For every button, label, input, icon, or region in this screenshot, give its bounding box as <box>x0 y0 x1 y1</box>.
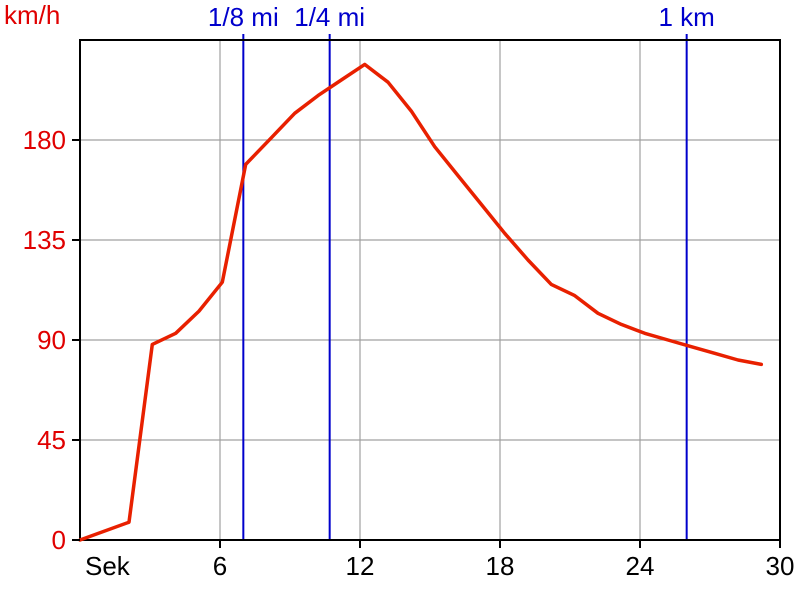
plot-frame <box>79 39 781 541</box>
marker-label: 1/8 mi <box>208 2 279 32</box>
grid-lines <box>80 40 781 541</box>
x-tick-label: 6 <box>213 551 227 581</box>
y-tick-label: 90 <box>37 325 66 355</box>
distance-markers: 1/8 mi 1/4 mi 1 km <box>208 2 715 540</box>
y-unit-label: km/h <box>4 0 60 30</box>
y-tick-label: 45 <box>37 425 66 455</box>
x-unit-label: Sek <box>85 551 131 581</box>
x-tick-labels: 6 12 18 24 30 <box>213 540 795 581</box>
y-tick-label: 180 <box>23 125 66 155</box>
y-tick-label: 0 <box>52 525 66 555</box>
x-tick-label: 30 <box>766 551 795 581</box>
y-tick-labels: 0 45 90 135 180 <box>23 125 80 555</box>
x-tick-label: 12 <box>346 551 375 581</box>
marker-label: 1/4 mi <box>294 2 365 32</box>
x-tick-label: 24 <box>626 551 655 581</box>
y-tick-label: 135 <box>23 225 66 255</box>
marker-label: 1 km <box>658 2 714 32</box>
speed-line <box>78 62 764 542</box>
x-tick-label: 18 <box>486 551 515 581</box>
series-group <box>78 62 764 542</box>
